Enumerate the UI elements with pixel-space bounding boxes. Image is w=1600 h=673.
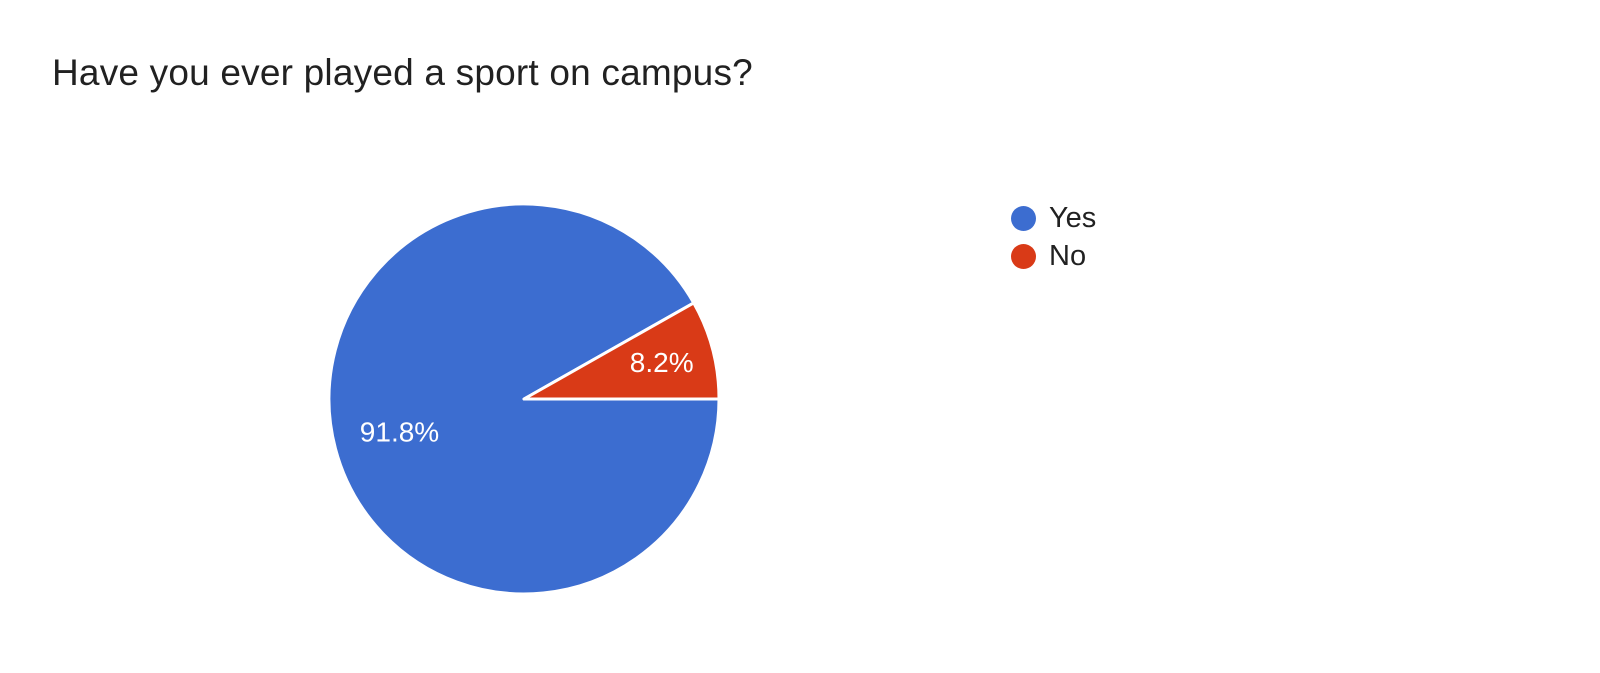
chart-title: Have you ever played a sport on campus? xyxy=(52,52,753,93)
legend-label-yes: Yes xyxy=(1049,202,1097,234)
legend-label-no: No xyxy=(1049,240,1087,272)
legend-item-yes: Yes xyxy=(1011,202,1097,234)
legend-item-no: No xyxy=(1011,240,1096,272)
legend-swatch-yes xyxy=(1011,206,1036,231)
slice-label-yes: 91.8% xyxy=(360,416,439,447)
chart-legend: Yes No xyxy=(1011,202,1097,272)
slice-label-no: 8.2% xyxy=(630,347,694,378)
legend-swatch-no xyxy=(1011,244,1036,269)
pie-slice-no[interactable] xyxy=(522,301,721,401)
